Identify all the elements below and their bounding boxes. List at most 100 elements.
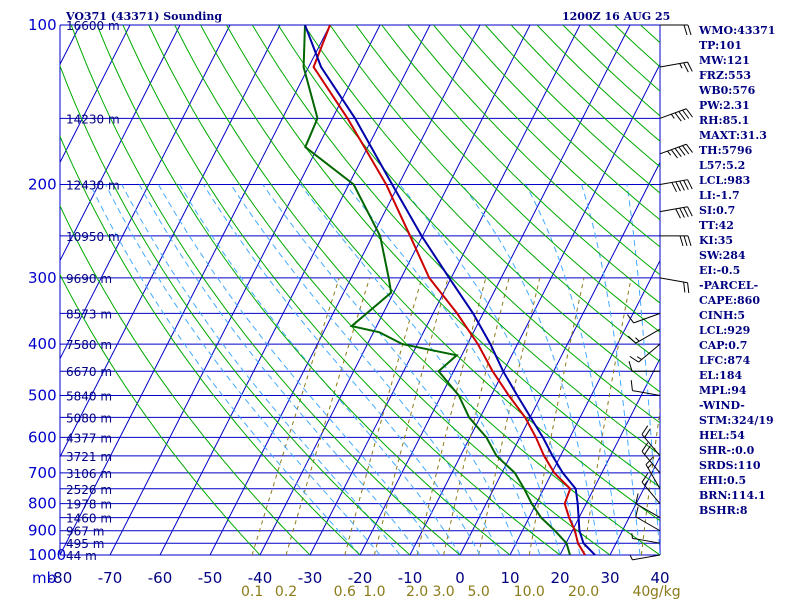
sounding-profiles — [302, 25, 596, 555]
index-label: EI:-0.5 — [699, 264, 740, 277]
index-label: PW:2.31 — [699, 99, 750, 112]
index-label: MPL:94 — [699, 384, 747, 397]
index-label: SHR-:0.0 — [699, 444, 755, 457]
height-label: 967 m — [66, 525, 104, 539]
wind-barb-flag — [670, 149, 678, 159]
wind-barb-staff — [659, 277, 688, 284]
wind-barb-flag — [641, 425, 649, 435]
pressure-tick-label: 600 — [28, 428, 57, 446]
wind-barb-flag — [674, 112, 682, 122]
index-label: EL:184 — [699, 369, 742, 382]
wind-barb — [659, 143, 693, 159]
temperature-tick-label: -60 — [148, 569, 173, 587]
wind-barb-staff — [641, 451, 661, 474]
dry-adiabat-20 — [122, 25, 561, 555]
temperature-tick-label: -30 — [298, 569, 323, 587]
index-label: HEL:54 — [699, 429, 745, 442]
moist-adiabat-0 — [179, 184, 461, 555]
dry-adiabat-40 — [174, 25, 660, 555]
height-label: 3106 m — [66, 467, 112, 481]
mixing-ratio-tick-label: 20.0 — [568, 584, 599, 600]
height-label: 7580 m — [66, 338, 112, 352]
index-label: SW:284 — [699, 249, 746, 262]
wind-barb — [659, 277, 690, 294]
pressure-tick-label: 800 — [28, 495, 57, 513]
isotherm--60 — [159, 25, 431, 555]
wind-barb-flag — [627, 335, 637, 344]
height-label: 4377 m — [66, 431, 112, 445]
height-label: 12430 m — [66, 179, 120, 193]
pressure-tick-label: 400 — [28, 335, 57, 353]
wind-barb-half-flag — [635, 337, 640, 342]
wind-barb-flag — [683, 235, 688, 247]
wind-barb-half-flag — [631, 533, 633, 539]
dry-adiabat-90 — [303, 25, 660, 393]
wind-barb-flag — [685, 143, 693, 153]
height-label: 3721 m — [66, 450, 112, 464]
mixing-ratio-tick-label: 10.0 — [514, 584, 545, 600]
wind-barb-flag — [683, 207, 689, 218]
index-label: WMO:43371 — [698, 24, 775, 37]
moist-adiabat--12 — [121, 184, 401, 555]
wind-barb-flag — [687, 179, 693, 190]
isotherm--100 — [60, 25, 231, 360]
wind-barb-flag — [629, 355, 639, 363]
mixing-ratio-line-0.2 — [285, 277, 371, 555]
isotherm--110 — [60, 25, 181, 262]
wind-barb — [660, 24, 692, 36]
index-label: EHI:0.5 — [699, 474, 746, 487]
dewpoint-profile — [302, 25, 571, 555]
wind-barb-flag — [682, 109, 690, 119]
wind-barb — [629, 554, 661, 561]
index-label: TT:42 — [699, 219, 734, 232]
index-label: CAP:0.7 — [699, 339, 747, 352]
wind-barb-half-flag — [667, 150, 672, 156]
isotherm--140 — [0, 25, 30, 555]
wind-barb-staff — [632, 554, 661, 561]
mixing-ratio-tick-label: 1.0 — [363, 584, 385, 600]
moist-adiabat--8 — [138, 184, 421, 555]
dry-adiabat-200 — [588, 25, 660, 92]
mixing-ratio-tick-label: 5.0 — [467, 584, 489, 600]
moist-adiabat-lines — [89, 184, 660, 555]
dry-adiabat-180 — [536, 25, 660, 142]
wind-barb-flag — [687, 235, 692, 247]
parcel-profile — [304, 25, 596, 555]
wind-barb — [627, 328, 661, 344]
height-label: 1460 m — [66, 512, 112, 526]
moist-adiabat-16 — [300, 184, 541, 555]
wind-barb-staff — [659, 61, 688, 68]
index-label: LCL:983 — [699, 174, 750, 187]
wind-barb — [641, 425, 661, 457]
isotherm--20 — [359, 25, 631, 555]
wind-barb-half-flag — [644, 480, 648, 486]
wind-barb-flag — [644, 445, 651, 455]
wind-barb-staff — [632, 537, 661, 544]
dry-adiabat--20 — [60, 135, 361, 555]
index-label: L57:5.2 — [699, 159, 745, 172]
height-label: 10950 m — [66, 230, 120, 244]
isotherm-10 — [509, 259, 660, 555]
dry-adiabat-80 — [277, 25, 660, 424]
wind-barb-flag — [687, 24, 692, 36]
wind-barb-staff — [635, 328, 661, 344]
isotherm-0 — [459, 161, 660, 555]
moist-adiabat--20 — [89, 184, 361, 555]
wind-barb-flag — [687, 206, 693, 217]
height-label: 16600 m — [66, 19, 120, 33]
dry-adiabat-120 — [381, 25, 660, 304]
index-label: MAXT:31.3 — [699, 129, 767, 142]
temperature-tick-label: 0 — [455, 569, 465, 587]
mixing-ratio-line-40 — [640, 407, 660, 555]
height-label: 14230 m — [66, 112, 120, 126]
temperature-tick-label: -70 — [98, 569, 123, 587]
wind-barb-flag — [678, 111, 686, 121]
index-label: TP:101 — [699, 39, 742, 52]
dry-adiabat-130 — [407, 25, 660, 276]
wind-barb — [659, 206, 693, 219]
wind-barb-flag — [644, 428, 651, 438]
isotherm--10 — [409, 63, 660, 555]
wind-barb — [641, 442, 661, 474]
wind-barb-flag — [627, 314, 635, 324]
dry-adiabat-140 — [433, 25, 660, 248]
